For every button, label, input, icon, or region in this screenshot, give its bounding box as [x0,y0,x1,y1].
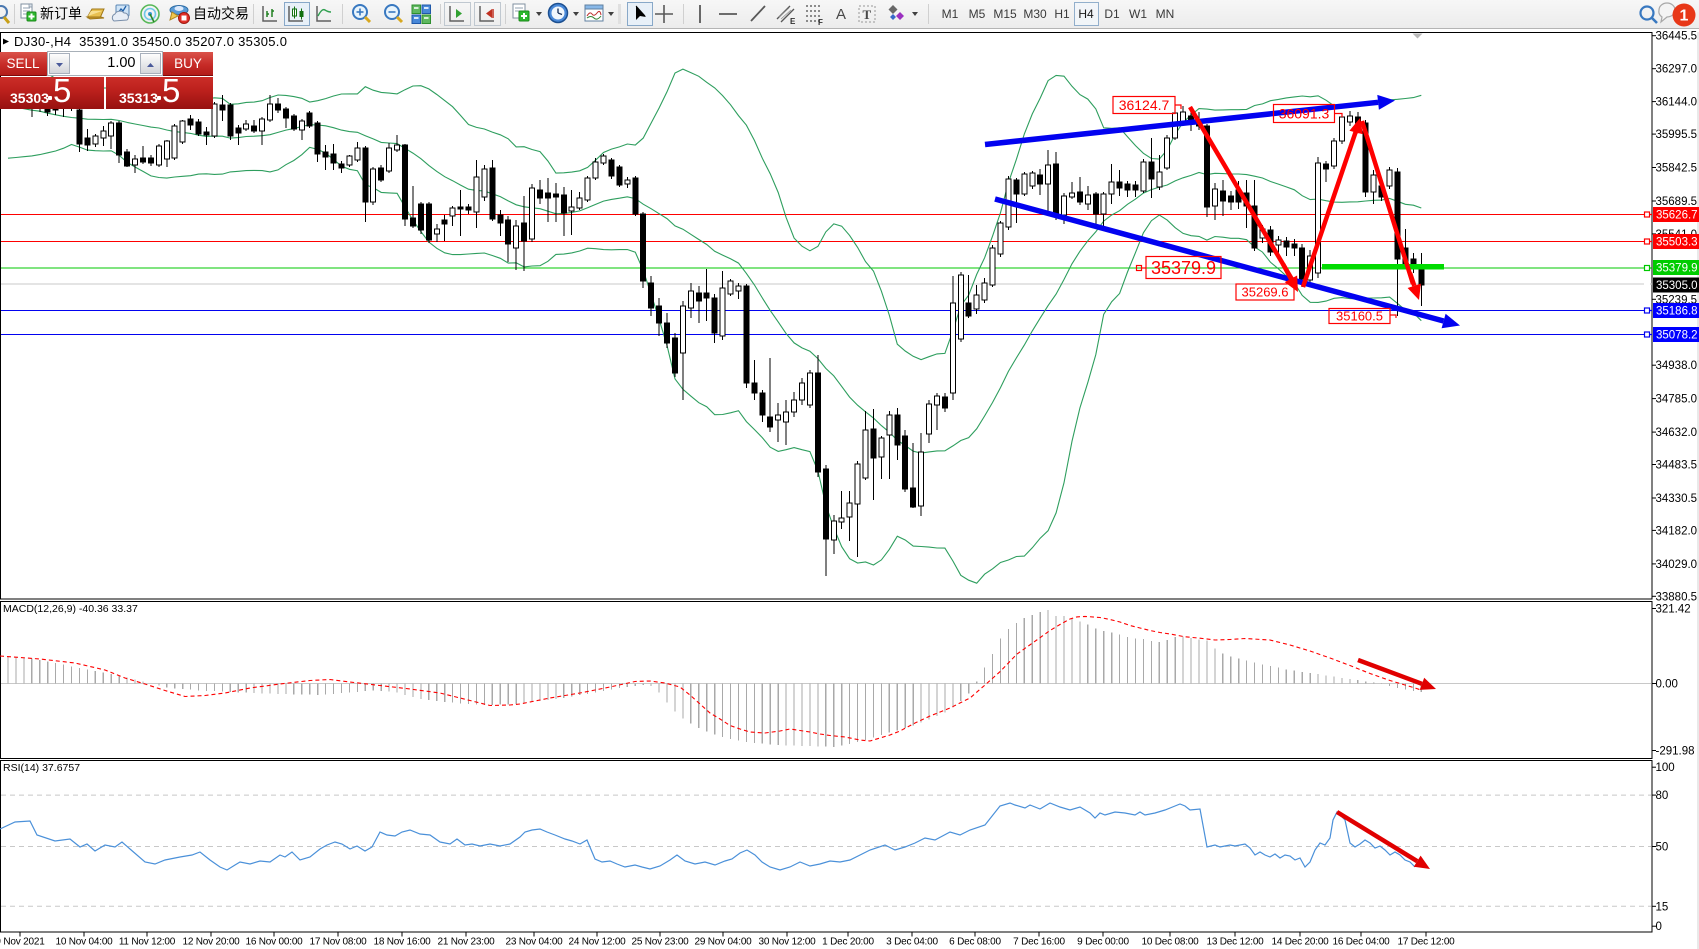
svg-text:35160.5: 35160.5 [1336,309,1383,324]
svg-text:14 Dec 20:00: 14 Dec 20:00 [1271,937,1329,948]
svg-text:30 Nov 12:00: 30 Nov 12:00 [758,937,816,948]
svg-text:11 Nov 12:00: 11 Nov 12:00 [119,937,176,948]
svg-text:M5: M5 [969,7,986,21]
svg-text:MACD(12,26,9) -40.36 33.37: MACD(12,26,9) -40.36 33.37 [3,603,138,615]
svg-text:12 Nov 20:00: 12 Nov 20:00 [182,937,240,948]
svg-text:F: F [818,18,823,27]
svg-text:36445.5: 36445.5 [1656,31,1698,43]
svg-text:新订单: 新订单 [40,6,82,22]
svg-text:34330.5: 34330.5 [1656,493,1698,505]
svg-text:100: 100 [1656,762,1675,774]
svg-text:34632.0: 34632.0 [1656,427,1698,439]
svg-text:33880.5: 33880.5 [1656,591,1698,603]
svg-text:9 Nov 2021: 9 Nov 2021 [0,937,45,948]
svg-text:1 Dec 20:00: 1 Dec 20:00 [822,937,874,948]
svg-text:H1: H1 [1054,7,1070,21]
svg-text:21 Nov 23:00: 21 Nov 23:00 [437,937,495,948]
svg-text:36144.0: 36144.0 [1656,97,1698,109]
svg-text:35503.3: 35503.3 [1656,237,1698,249]
svg-text:24 Nov 12:00: 24 Nov 12:00 [568,937,626,948]
svg-text:M15: M15 [993,7,1017,21]
svg-text:1: 1 [1680,8,1689,25]
svg-text:321.42: 321.42 [1656,604,1691,616]
svg-text:34785.0: 34785.0 [1656,394,1698,406]
svg-text:17 Nov 08:00: 17 Nov 08:00 [309,937,367,948]
svg-text:17 Dec 12:00: 17 Dec 12:00 [1397,937,1455,948]
svg-text:M1: M1 [942,7,959,21]
svg-text:T: T [863,7,872,22]
svg-text:DJ30-,H4 35391.0 35450.0 3520: DJ30-,H4 35391.0 35450.0 35207.0 35305.0 [14,34,287,49]
svg-text:9 Dec 00:00: 9 Dec 00:00 [1077,937,1129,948]
svg-text:A: A [836,6,846,23]
svg-text:0: 0 [1656,921,1662,933]
svg-text:-291.98: -291.98 [1656,746,1695,758]
svg-text:35269.6: 35269.6 [1242,285,1289,300]
svg-text:18 Nov 16:00: 18 Nov 16:00 [373,937,431,948]
svg-text:7 Dec 16:00: 7 Dec 16:00 [1013,937,1065,948]
svg-text:13 Dec 12:00: 13 Dec 12:00 [1206,937,1264,948]
svg-text:10 Dec 08:00: 10 Dec 08:00 [1141,937,1199,948]
svg-text:35078.2: 35078.2 [1656,330,1698,342]
svg-text:35379.9: 35379.9 [1656,263,1698,275]
svg-text:80: 80 [1656,790,1669,802]
svg-text:H4: H4 [1078,7,1094,21]
svg-text:6 Dec 08:00: 6 Dec 08:00 [949,937,1001,948]
svg-text:35186.8: 35186.8 [1656,306,1698,318]
svg-text:RSI(14) 37.6757: RSI(14) 37.6757 [3,762,80,774]
svg-text:16 Nov 00:00: 16 Nov 00:00 [245,937,303,948]
svg-text:34182.0: 34182.0 [1656,525,1698,537]
svg-text:36091.3: 36091.3 [1279,106,1330,122]
svg-text:25 Nov 23:00: 25 Nov 23:00 [631,937,689,948]
svg-text:16 Dec 04:00: 16 Dec 04:00 [1332,937,1390,948]
svg-text:36124.7: 36124.7 [1119,97,1170,113]
svg-text:15: 15 [1656,901,1669,913]
svg-text:35995.5: 35995.5 [1656,129,1698,141]
svg-text:34029.0: 34029.0 [1656,559,1698,571]
svg-text:35689.5: 35689.5 [1656,196,1698,208]
svg-text:MN: MN [1156,7,1175,21]
svg-text:35379.9: 35379.9 [1151,258,1216,278]
svg-text:34483.5: 34483.5 [1656,460,1698,472]
svg-text:0.00: 0.00 [1656,679,1678,691]
svg-text:3 Dec 04:00: 3 Dec 04:00 [886,937,938,948]
svg-text:35305.0: 35305.0 [1656,280,1698,292]
svg-text:23 Nov 04:00: 23 Nov 04:00 [505,937,563,948]
svg-text:50: 50 [1656,842,1669,854]
svg-text:W1: W1 [1129,7,1147,21]
svg-text:E: E [790,17,796,26]
svg-text:29 Nov 04:00: 29 Nov 04:00 [694,937,752,948]
svg-text:34938.0: 34938.0 [1656,360,1698,372]
svg-text:10 Nov 04:00: 10 Nov 04:00 [55,937,113,948]
svg-text:M30: M30 [1023,7,1047,21]
svg-text:35842.5: 35842.5 [1656,163,1698,175]
svg-text:D1: D1 [1104,7,1120,21]
svg-text:35626.7: 35626.7 [1656,210,1698,222]
svg-text:自动交易: 自动交易 [193,6,249,22]
svg-text:36297.0: 36297.0 [1656,64,1698,76]
